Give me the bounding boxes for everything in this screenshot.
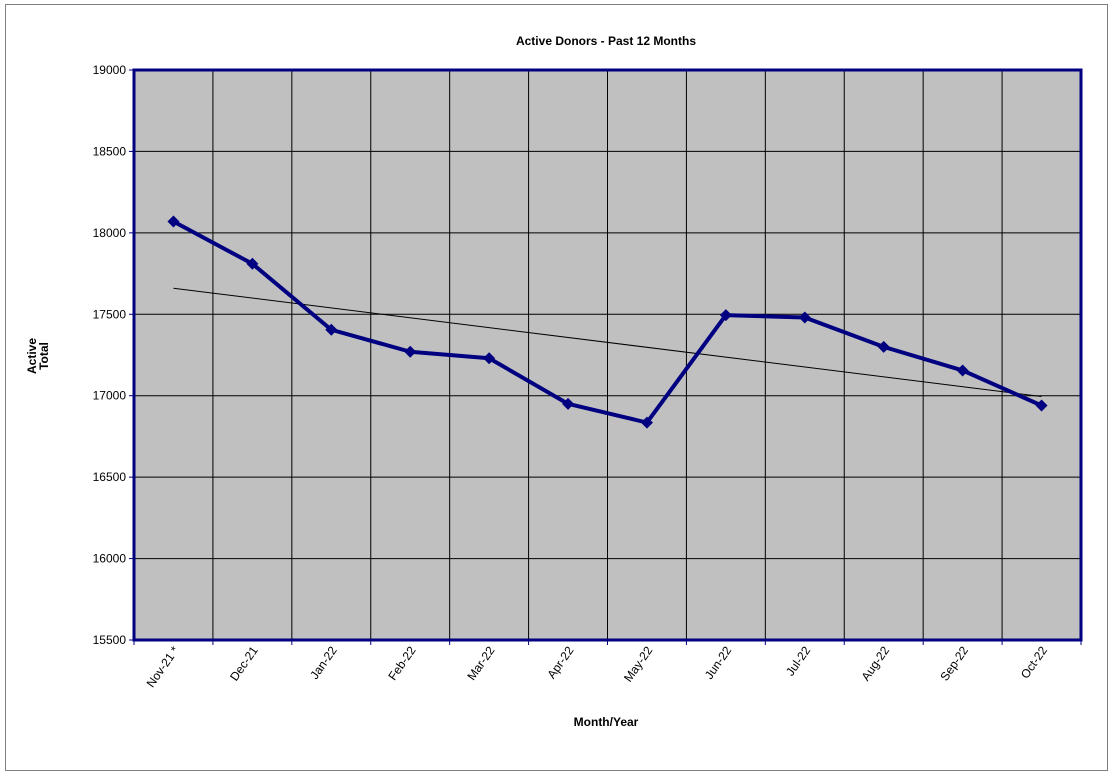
x-tick-label: May-22: [621, 643, 656, 684]
data-point: [404, 345, 417, 358]
data-point: [956, 364, 969, 377]
data-point: [246, 257, 259, 270]
y-tick-label: 18500: [93, 144, 127, 158]
trendline: [173, 287, 1042, 398]
data-point: [640, 416, 653, 429]
x-tick-label: Jan-22: [307, 643, 340, 681]
y-tick-label: 16500: [93, 470, 127, 484]
plot-border: [132, 68, 1083, 642]
data-point: [562, 397, 575, 410]
data-point: [1035, 399, 1048, 412]
data-point: [798, 311, 811, 324]
chart-title: Active Donors - Past 12 Months: [516, 34, 696, 48]
grid-lines: [129, 69, 1082, 645]
data-point: [719, 309, 732, 322]
x-axis-title: Month/Year: [574, 715, 639, 729]
x-tick-label: Mar-22: [464, 643, 497, 682]
y-tick-label: 16000: [93, 552, 127, 566]
plot-area: [129, 68, 1083, 645]
y-tick-label: 17000: [93, 389, 127, 403]
x-tick-label: Feb-22: [385, 643, 418, 682]
y-tick-label: 18000: [93, 226, 127, 240]
series-line: [172, 219, 1043, 425]
x-tick-label: Jul-22: [783, 643, 813, 678]
x-tick-label: Dec-21: [227, 643, 261, 683]
y-axis-title: Active Total: [25, 338, 51, 374]
x-tick-label: Apr-22: [544, 643, 576, 681]
data-point: [167, 215, 180, 228]
data-point: [483, 352, 496, 365]
x-tick-label: Nov-21 *: [144, 643, 182, 690]
y-axis-tick-labels: 15500 16000 16500 17000 17500 18000 18500 19000: [93, 63, 127, 647]
data-point: [325, 323, 338, 336]
y-tick-label: 15500: [93, 633, 127, 647]
trendline-layer: [173, 287, 1042, 398]
x-axis-tick-labels: Nov-21 * Dec-21 Jan-22 Feb-22 Mar-22 Apr-22 Ma…: [144, 643, 1051, 690]
x-tick-label: Jun-22: [702, 643, 735, 681]
x-tick-label: Aug-22: [858, 643, 892, 683]
x-tick-label: Sep-22: [937, 643, 971, 683]
y-tick-label: 17500: [93, 307, 127, 321]
y-axis-title-line-1: Active: [25, 338, 39, 374]
y-tick-label: 19000: [93, 63, 127, 77]
data-point: [877, 340, 890, 353]
series-layer: [167, 215, 1048, 429]
y-axis-title-line-2: Total: [37, 342, 51, 370]
x-tick-label: Oct-22: [1018, 643, 1050, 681]
